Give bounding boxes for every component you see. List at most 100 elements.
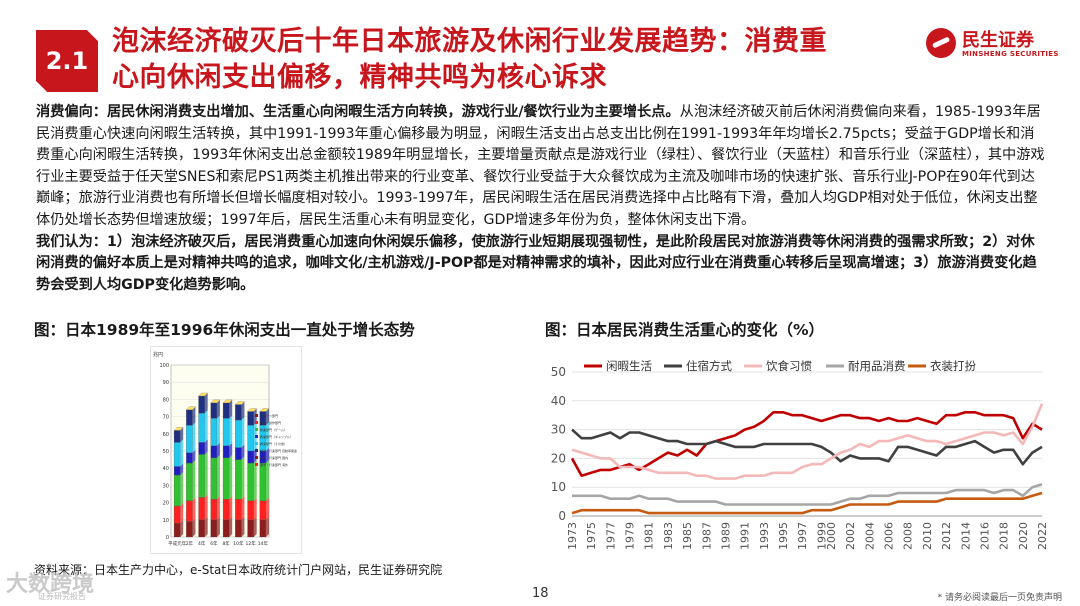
bar-segment bbox=[186, 452, 193, 464]
bar-segment bbox=[222, 457, 230, 500]
series-line bbox=[571, 491, 1043, 515]
bar-segment bbox=[186, 409, 193, 426]
bar-segment bbox=[198, 497, 205, 520]
legend-label: 耐用品消费 bbox=[848, 359, 906, 373]
x-tick-label: 10年 bbox=[233, 540, 244, 547]
legend-label: 闲暇生活 bbox=[606, 359, 652, 373]
bar-segment-side bbox=[229, 454, 233, 500]
x-tick-label: 2002 bbox=[844, 522, 857, 550]
y-tick-label: 60 bbox=[163, 432, 169, 438]
bar-segment-side bbox=[265, 422, 269, 451]
bar-top-cap bbox=[185, 406, 196, 410]
legend-label: 観光・行楽部門 国内 bbox=[260, 455, 288, 460]
x-tick-label: 2022 bbox=[1036, 522, 1048, 550]
bar-segment-side bbox=[216, 496, 220, 520]
bar-top-cap bbox=[247, 408, 258, 412]
y-tick-label: 20 bbox=[163, 501, 169, 507]
legend-label: 娯楽部門（その他） bbox=[260, 441, 287, 446]
paragraph-2: 我们认为：1）泡沫经济破灭后，居民消费重心加速向休闲娱乐偏移，使旅游行业短期展现… bbox=[36, 232, 1046, 297]
x-tick-label: 8年 bbox=[222, 540, 230, 547]
y-tick-label: 30 bbox=[163, 483, 169, 489]
x-tick-label: 1973 bbox=[566, 522, 579, 550]
page-number: 18 bbox=[532, 586, 549, 601]
x-tick-label: 2008 bbox=[902, 522, 915, 550]
bar-segment-side bbox=[180, 472, 184, 507]
bar-segment bbox=[235, 459, 242, 500]
bar-segment-side bbox=[241, 444, 245, 460]
paragraph-2-lead: 我们认为：1）泡沫经济破灭后，居民消费重心加速向休闲娱乐偏移，使旅游行业短期展现… bbox=[36, 233, 1037, 293]
bar-segment bbox=[247, 425, 254, 452]
bar-segment-side bbox=[180, 427, 184, 443]
bar-segment bbox=[186, 425, 193, 453]
x-tick-label: 1999 bbox=[815, 522, 828, 550]
bar-segment-side bbox=[265, 516, 269, 537]
paragraph-1: 消费偏向：居民休闲消费支出增加、生活重心向闲暇生活方向转换，游戏行业/餐饮行业为… bbox=[36, 102, 1046, 232]
x-tick-label: 2004 bbox=[863, 522, 876, 550]
bar-segment-side bbox=[265, 448, 269, 464]
y-tick-label: 100 bbox=[159, 363, 169, 369]
x-tick-label: 4年 bbox=[198, 540, 206, 547]
source-note: 资料来源：日本生产力中心，e-Stat日本政府统计门户网站，民生证券研究院 bbox=[34, 563, 443, 577]
bar-segment bbox=[247, 450, 254, 464]
title-line-2: 心向休闲支出偏移，精神共鸣为核心诉求 bbox=[112, 62, 607, 93]
y-tick-label: 40 bbox=[163, 466, 169, 472]
bar-segment bbox=[259, 519, 267, 538]
y-unit-label: 兆円 bbox=[153, 351, 163, 358]
line-chart-svg: 0 10 20 30 40 50 1973 1975 1977 1979 1981 1983 1985 1… bbox=[551, 359, 1048, 550]
section-badge: 2.1 bbox=[36, 30, 98, 92]
bar-segment-side bbox=[241, 496, 245, 520]
legend-label: 娯楽部門（ギャンブル） bbox=[260, 434, 293, 439]
bar-segment-side bbox=[216, 442, 220, 458]
x-tick-label: 1993 bbox=[758, 522, 771, 550]
bar-segment-side bbox=[204, 494, 208, 520]
x-tick-label: 14年 bbox=[258, 540, 269, 547]
watermark-subtext: 证券研究报告 bbox=[38, 592, 86, 601]
x-tick-label: 2010 bbox=[921, 522, 934, 550]
bar-segment bbox=[198, 413, 205, 443]
legend-swatch bbox=[255, 456, 258, 459]
y-tick-label: 10 bbox=[551, 480, 566, 494]
y-tick-label: 0 bbox=[166, 535, 169, 541]
legend-label: 観光・行楽部門 自動車関連 bbox=[260, 448, 297, 453]
bar-segment-side bbox=[180, 520, 184, 537]
bar-segment-side bbox=[229, 442, 233, 458]
bar-segment-side bbox=[204, 516, 208, 537]
bar-segment-side bbox=[192, 449, 196, 464]
bar-segment bbox=[210, 418, 218, 446]
bar-top-cap bbox=[210, 399, 221, 403]
legend-label: 娯楽部門（ゲーム） bbox=[260, 427, 287, 432]
legend-swatch bbox=[255, 463, 258, 466]
bar-segment-side bbox=[180, 503, 184, 524]
bar-segment bbox=[210, 402, 218, 419]
bar-segment-side bbox=[265, 460, 269, 501]
x-tick-label: 2016 bbox=[978, 522, 991, 550]
y-tick-label: 30 bbox=[551, 423, 566, 437]
bar-segment bbox=[173, 474, 181, 507]
x-tick-label: 2000 bbox=[825, 522, 838, 550]
x-tick-label: 1981 bbox=[643, 522, 656, 550]
x-tick-label: 2020 bbox=[1017, 522, 1030, 550]
watermark-logo: 大数跨境 bbox=[6, 572, 95, 597]
bar-segment-side bbox=[180, 439, 184, 467]
page-title: 泡沫经济破灭后十年日本旅游及休闲行业发展趋势：消费重 心向休闲支出偏移，精神共鸣… bbox=[112, 24, 912, 96]
x-tick-label: 1983 bbox=[662, 522, 675, 550]
bar-segment-side bbox=[241, 516, 245, 537]
bar-segment bbox=[247, 411, 254, 426]
bar-segment-side bbox=[192, 497, 196, 522]
y-tick-label: 70 bbox=[163, 415, 169, 421]
bar-top-cap bbox=[259, 408, 270, 412]
legend-label: 饮食习惯 bbox=[766, 359, 812, 373]
x-tick-label: 6年 bbox=[210, 540, 218, 547]
bar-segment bbox=[173, 466, 181, 476]
bar-segment-side bbox=[229, 415, 233, 446]
bar-segment bbox=[186, 521, 193, 538]
body-text: 消费偏向：居民休闲消费支出增加、生活重心向闲暇生活方向转换，游戏行业/餐饮行业为… bbox=[36, 102, 1046, 296]
x-tick-label: 1985 bbox=[681, 522, 694, 550]
bar-segment-side bbox=[216, 415, 220, 446]
y-tick-label: 50 bbox=[163, 449, 169, 455]
series-line bbox=[571, 428, 1043, 466]
bar-segment bbox=[259, 462, 267, 502]
bar-segment-side bbox=[204, 392, 208, 414]
bar-top-cap bbox=[222, 399, 233, 403]
bar-segment-side bbox=[229, 496, 233, 520]
